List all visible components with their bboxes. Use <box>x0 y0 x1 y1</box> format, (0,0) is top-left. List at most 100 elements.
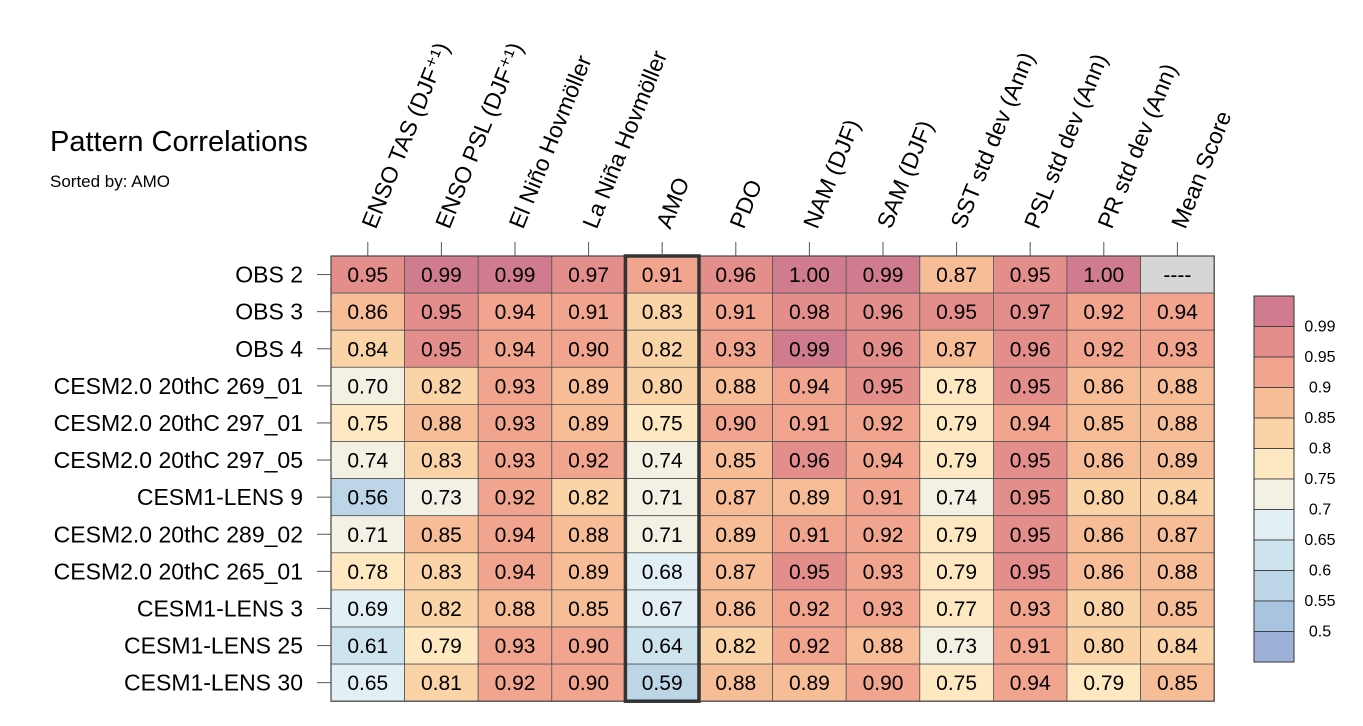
row-labels: OBS 2 OBS 3 OBS 4 CESM2.0 20thC 269_01 CESM2… <box>54 262 331 696</box>
heatmap-cell <box>772 441 847 479</box>
heatmap-cell <box>993 478 1068 517</box>
cell-value-label: 0.88 <box>1157 375 1198 398</box>
cell-value-label: 0.71 <box>642 524 683 547</box>
cell-value-label: 0.90 <box>715 412 756 435</box>
cell-value-label: 0.85 <box>715 450 756 473</box>
heatmap-cell <box>477 329 553 368</box>
cell-value-label: 0.94 <box>495 524 536 547</box>
heatmap-cell <box>625 292 700 331</box>
cell-value-label: 0.95 <box>1010 375 1051 398</box>
cell-value-label: 0.93 <box>495 450 536 473</box>
cell-value-label: 0.84 <box>1157 487 1198 510</box>
colorbar-tick-label: 0.85 <box>1304 410 1335 427</box>
cell-value-label: 0.91 <box>642 264 683 287</box>
cell-value-label: 0.93 <box>1157 338 1198 361</box>
cell-value-label: 0.92 <box>789 598 830 621</box>
heatmap-cell <box>993 441 1068 479</box>
cell-value-label: 0.94 <box>495 301 536 324</box>
heatmap-cell <box>551 478 626 517</box>
column-label: Mean Score <box>1166 107 1237 232</box>
colorbar-tick-label: 0.65 <box>1304 532 1335 549</box>
heatmap-cell <box>625 552 700 591</box>
row-label: OBS 3 <box>235 299 303 325</box>
cell-value-label: 0.89 <box>715 524 756 547</box>
heatmap-cell <box>698 292 773 331</box>
cell-value-label: 0.93 <box>495 635 536 658</box>
cell-value-label: 0.71 <box>347 524 388 547</box>
cell-value-label: 0.93 <box>863 561 904 584</box>
heatmap-cell <box>993 589 1068 628</box>
heatmap-cell <box>330 515 405 554</box>
cell-value-label: 0.80 <box>1083 598 1124 621</box>
cell-value-label: 1.00 <box>789 264 830 287</box>
cell-value-label: 0.68 <box>642 561 683 584</box>
cell-value-label: 0.88 <box>715 672 756 695</box>
cell-value-label: 0.93 <box>495 375 536 398</box>
cell-value-label: 0.89 <box>789 487 830 510</box>
cell-value-label: 0.87 <box>715 487 756 510</box>
heatmap-cell <box>845 478 921 517</box>
cell-value-label: 0.79 <box>936 450 977 473</box>
heatmap-cell <box>1140 589 1215 628</box>
cell-value-label: 0.84 <box>1157 635 1198 658</box>
column-label: El Niño Hovmöller <box>504 51 597 232</box>
heatmap-cell <box>772 589 847 628</box>
cell-value-label: 0.94 <box>1010 672 1051 695</box>
cell-value-label: 0.87 <box>715 561 756 584</box>
cell-value-label: 0.91 <box>715 301 756 324</box>
heatmap-cell <box>477 478 553 517</box>
heatmap-cell <box>993 552 1068 591</box>
cell-value-label: 0.65 <box>347 672 388 695</box>
cell-value-label: 0.96 <box>863 301 904 324</box>
colorbar-tick-label: 0.99 <box>1304 319 1335 336</box>
cell-value-label: 0.80 <box>1083 635 1124 658</box>
heatmap-cell <box>1066 626 1141 665</box>
cell-value-label: 0.92 <box>789 635 830 658</box>
cell-value-label: 0.80 <box>642 375 683 398</box>
cell-value-label: 0.86 <box>347 301 388 324</box>
cell-value-label: 0.90 <box>568 338 609 361</box>
heatmap-cell <box>772 292 847 331</box>
cell-value-label: 0.87 <box>936 338 977 361</box>
cell-value-label: 0.88 <box>568 524 609 547</box>
heatmap-cell <box>330 478 405 517</box>
cell-value-label: 0.86 <box>715 598 756 621</box>
cell-value-label: 0.92 <box>863 412 904 435</box>
colorbar-swatch <box>1253 326 1295 358</box>
cell-value-label: 0.95 <box>347 264 388 287</box>
heatmap-cell <box>698 552 773 591</box>
cell-value-label: 0.67 <box>642 598 683 621</box>
cell-value-label: 0.82 <box>421 598 462 621</box>
cell-value-label: 0.82 <box>642 338 683 361</box>
heatmap-cell <box>404 552 479 591</box>
heatmap-cell <box>1140 663 1215 702</box>
heatmap-cell <box>993 292 1068 331</box>
cell-value-label: 0.90 <box>863 672 904 695</box>
heatmap-cell <box>551 292 626 331</box>
cell-value-label: 0.79 <box>1083 672 1124 695</box>
row-label: CESM1-LENS 9 <box>137 484 303 510</box>
cell-value-label: 0.99 <box>789 338 830 361</box>
heatmap-cell <box>551 626 626 665</box>
heatmap-cell <box>919 255 994 294</box>
colorbar-tick-label: 0.9 <box>1309 380 1331 397</box>
heatmap-cell <box>1066 552 1141 591</box>
cell-value-label: 0.79 <box>421 635 462 658</box>
heatmap-cell <box>1066 478 1141 517</box>
row-label: CESM2.0 20thC 297_01 <box>54 410 303 436</box>
cell-value-label: 0.79 <box>936 412 977 435</box>
cell-value-label: 0.92 <box>568 450 609 473</box>
heatmap-cell <box>698 626 773 665</box>
colorbar-swatch <box>1253 448 1295 480</box>
heatmap-cell <box>330 441 405 479</box>
cell-value-label: 0.82 <box>568 487 609 510</box>
heatmap-cell <box>698 403 773 442</box>
row-label: CESM1-LENS 30 <box>124 670 303 696</box>
heatmap-cell <box>845 441 921 479</box>
cell-value-label: 0.83 <box>421 450 462 473</box>
colorbar-swatch <box>1253 356 1295 388</box>
colorbar: 0.99 0.95 0.9 0.85 0.8 0.75 0.7 0.65 0.6 0.55 0.5 <box>1253 295 1336 663</box>
cell-value-label: 0.64 <box>642 635 683 658</box>
cell-value-label: 0.85 <box>1157 598 1198 621</box>
column-label: PDO <box>724 176 767 232</box>
